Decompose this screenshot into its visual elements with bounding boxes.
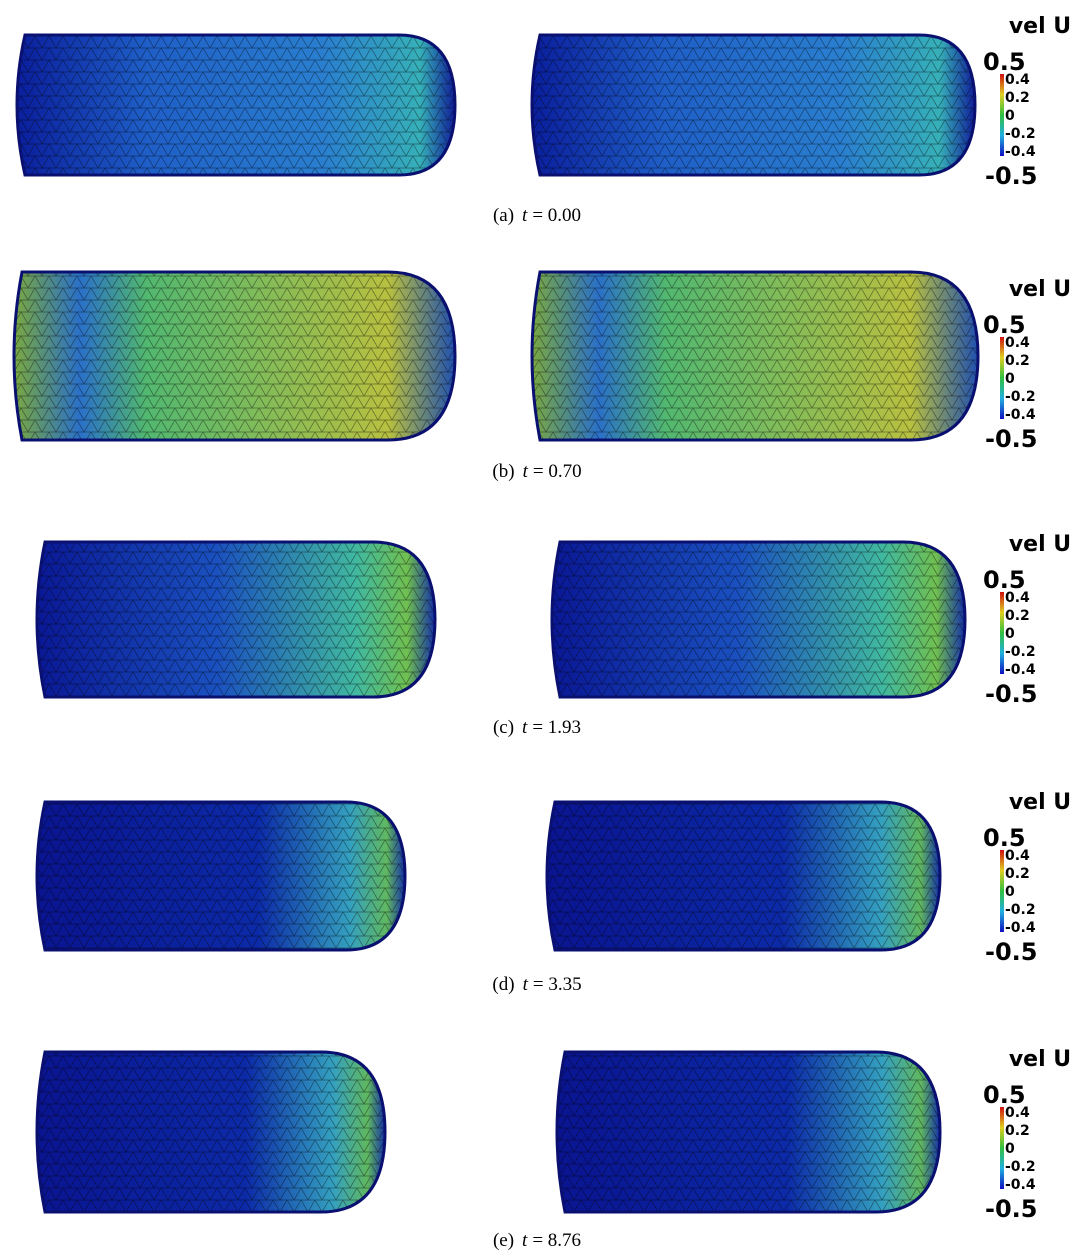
caption: (e) t = 8.76 xyxy=(493,1230,581,1251)
caption-label: (e) xyxy=(493,1230,514,1251)
colorbar-tick-label: 0.2 xyxy=(1005,353,1030,369)
colorbar-tick-label: -0.2 xyxy=(1005,126,1036,142)
colorbar-tick-label: 0 xyxy=(1005,626,1015,642)
mesh-lines xyxy=(35,1050,387,1214)
colorbar-tick-label: -0.4 xyxy=(1005,407,1036,423)
colorbar-tick-label: 0.4 xyxy=(1005,1105,1030,1121)
colorbar-tick-label: 0.2 xyxy=(1005,866,1030,882)
colorbar-tick-label: 0.4 xyxy=(1005,72,1030,88)
colorbar-tick-label: -0.4 xyxy=(1005,662,1036,678)
colorbar-max: 0.5 xyxy=(983,824,1026,852)
colorbar-tick-label: -0.2 xyxy=(1005,389,1036,405)
colorbar-tick-label: 0.4 xyxy=(1005,335,1030,351)
caption: (b) t = 0.70 xyxy=(492,461,581,482)
colorbar-tick-label: 0.4 xyxy=(1005,590,1030,606)
caption-variable: t xyxy=(522,205,528,226)
caption: (a) t = 0.00 xyxy=(493,205,581,226)
colorbar-tick-label: 0 xyxy=(1005,108,1015,124)
colorbar xyxy=(1000,592,1004,674)
caption-variable: t xyxy=(522,1230,528,1251)
colorbar-title: vel U xyxy=(1009,14,1071,39)
colorbar-tick-label: -0.2 xyxy=(1005,902,1036,918)
colorbar-tick-label: -0.4 xyxy=(1005,920,1036,936)
mesh-lines xyxy=(15,33,457,177)
colorbar xyxy=(1000,1107,1004,1189)
colorbar-min: -0.5 xyxy=(985,938,1037,966)
colorbar-tick-label: -0.4 xyxy=(1005,144,1036,160)
caption-equation: = 0.70 xyxy=(533,461,582,482)
mesh-lines xyxy=(555,1050,942,1214)
colorbar-min: -0.5 xyxy=(985,425,1037,453)
caption-equation: = 8.76 xyxy=(532,1230,581,1251)
colorbar-max: 0.5 xyxy=(983,1081,1026,1109)
mesh-lines xyxy=(12,270,457,442)
colorbar-tick-label: 0.2 xyxy=(1005,90,1030,106)
caption-variable: t xyxy=(523,461,529,482)
colorbar-tick-label: 0 xyxy=(1005,884,1015,900)
colorbar-max: 0.5 xyxy=(983,48,1026,76)
colorbar-min: -0.5 xyxy=(985,680,1037,708)
colorbar xyxy=(1000,74,1004,156)
caption-label: (b) xyxy=(492,461,514,482)
colorbar-tick-label: 0.4 xyxy=(1005,848,1030,864)
mesh-lines xyxy=(35,800,407,952)
colorbar-min: -0.5 xyxy=(985,162,1037,190)
caption-label: (c) xyxy=(493,717,514,738)
colorbar-title: vel U xyxy=(1009,1047,1071,1072)
caption-variable: t xyxy=(523,974,529,995)
mesh-lines xyxy=(530,270,980,442)
colorbar xyxy=(1000,850,1004,932)
caption-label: (a) xyxy=(493,205,514,226)
colorbar-max: 0.5 xyxy=(983,566,1026,594)
colorbar-max: 0.5 xyxy=(983,311,1026,339)
colorbar-tick-label: 0 xyxy=(1005,1141,1015,1157)
colorbar-title: vel U xyxy=(1009,277,1071,302)
colorbar-title: vel U xyxy=(1009,532,1071,557)
mesh-lines xyxy=(35,540,437,699)
mesh-lines xyxy=(530,33,977,177)
mesh-lines xyxy=(545,800,942,952)
caption-label: (d) xyxy=(492,974,514,995)
colorbar-tick-label: -0.2 xyxy=(1005,644,1036,660)
colorbar-tick-label: 0.2 xyxy=(1005,1123,1030,1139)
caption-equation: = 0.00 xyxy=(532,205,581,226)
colorbar-tick-label: 0 xyxy=(1005,371,1015,387)
colorbar xyxy=(1000,337,1004,419)
caption: (d) t = 3.35 xyxy=(492,974,581,995)
colorbar-title: vel U xyxy=(1009,790,1071,815)
mesh-lines xyxy=(550,540,967,699)
caption-equation: = 3.35 xyxy=(533,974,582,995)
caption-variable: t xyxy=(522,717,528,738)
colorbar-tick-label: -0.2 xyxy=(1005,1159,1036,1175)
caption-equation: = 1.93 xyxy=(532,717,581,738)
colorbar-tick-label: -0.4 xyxy=(1005,1177,1036,1193)
colorbar-min: -0.5 xyxy=(985,1195,1037,1223)
colorbar-tick-label: 0.2 xyxy=(1005,608,1030,624)
caption: (c) t = 1.93 xyxy=(493,717,581,738)
